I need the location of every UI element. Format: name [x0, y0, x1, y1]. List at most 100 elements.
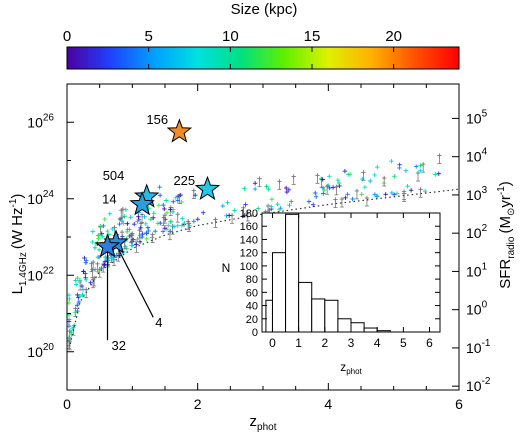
source-point	[137, 233, 143, 238]
source-point	[337, 183, 342, 189]
y2-tick-label: 10-1	[466, 338, 491, 356]
source-point	[96, 247, 102, 253]
histogram-bar	[363, 327, 378, 333]
source-point	[90, 239, 95, 245]
source-point	[81, 269, 86, 274]
source-label-14: 14	[102, 191, 116, 206]
source-point	[137, 239, 143, 245]
source-point	[92, 245, 98, 250]
source-point	[105, 228, 110, 234]
upper-limit-point	[381, 175, 387, 187]
upper-limit-point	[191, 188, 196, 200]
detection-limit-line	[69, 188, 460, 345]
source-point	[350, 196, 355, 202]
source-point	[144, 231, 150, 236]
source-point	[193, 192, 198, 198]
highlighted-sources: 156 504 14 225 4 32	[94, 112, 221, 353]
source-point	[168, 219, 174, 224]
source-point	[166, 223, 171, 228]
upper-limit-point	[161, 215, 166, 226]
upper-limit-point	[120, 207, 126, 218]
source-point	[76, 299, 82, 305]
source-point	[269, 197, 275, 202]
y-axis-label: L1.4GHz(W Hz-1)	[8, 194, 29, 295]
upper-limit-point	[67, 328, 72, 340]
source-point	[162, 206, 167, 212]
source-point	[123, 207, 129, 212]
source-point	[225, 200, 230, 205]
upper-limit-point	[139, 212, 145, 224]
source-point	[347, 172, 353, 177]
source-point	[336, 180, 342, 186]
source-point	[83, 260, 89, 265]
upper-limit-point	[128, 232, 134, 244]
source-point	[95, 254, 101, 260]
source-point	[389, 158, 394, 164]
source-point	[133, 242, 139, 247]
y2-tick-label: 104	[466, 147, 488, 165]
x-axis-ticks: 0 2 4 6	[63, 84, 463, 412]
source-point	[98, 223, 103, 229]
y2-tick-label: 103	[466, 185, 488, 203]
source-point	[330, 185, 336, 190]
source-point	[171, 199, 176, 204]
source-point	[75, 292, 80, 298]
source-point	[391, 192, 397, 197]
source-point	[162, 226, 168, 231]
upper-limit-point	[415, 170, 421, 182]
source-point	[125, 221, 130, 226]
source-point	[335, 177, 341, 183]
source-point	[146, 228, 151, 234]
source-point	[164, 210, 170, 215]
histogram-bar	[337, 318, 352, 333]
inset-y-tick-label: 100	[240, 261, 258, 273]
source-point	[275, 201, 280, 207]
source-point	[175, 223, 180, 228]
source-point	[405, 184, 410, 189]
source-point	[403, 168, 409, 173]
source-point	[102, 216, 107, 222]
inset-y-tick-label: 0	[252, 327, 258, 339]
source-point	[160, 229, 166, 234]
source-point	[220, 203, 225, 209]
source-point	[130, 237, 136, 242]
upper-limit-point	[361, 170, 366, 181]
source-point	[264, 184, 269, 189]
y2-tick-label: 101	[466, 261, 488, 279]
x-axis-label: zphot	[250, 413, 277, 433]
histogram-bar	[311, 298, 326, 333]
upper-limit-point	[150, 232, 155, 243]
upper-limit-point	[92, 275, 97, 287]
source-point	[72, 310, 78, 315]
upper-limit-point	[339, 196, 345, 208]
source-point	[284, 189, 290, 195]
source-point	[117, 221, 122, 227]
source-point	[80, 287, 86, 292]
y2-tick-label: 105	[466, 108, 488, 126]
inset-x-tick-label: 1	[295, 336, 302, 350]
source-point	[151, 215, 156, 221]
source-point	[157, 184, 162, 190]
source-point	[306, 199, 312, 204]
upper-limit-point	[277, 179, 282, 190]
source-point	[155, 221, 161, 226]
source-point	[83, 277, 89, 283]
source-point	[326, 183, 331, 188]
upper-limit-point	[354, 188, 360, 200]
upper-limit-point	[186, 221, 192, 232]
inset-y-tick-label: 80	[246, 274, 258, 286]
source-point	[345, 192, 350, 197]
source-point	[418, 163, 423, 168]
upper-limit-point	[334, 184, 339, 196]
upper-limit-point	[168, 205, 173, 216]
inset-x-tick-label: 3	[348, 336, 355, 350]
y-tick-label: 1022	[27, 265, 54, 283]
y-tick-label: 1024	[27, 189, 54, 207]
source-point	[143, 221, 148, 227]
source-point	[414, 164, 419, 169]
source-point	[142, 214, 147, 219]
histogram-bar	[271, 252, 287, 333]
source-point	[321, 187, 327, 193]
source-point	[243, 202, 248, 207]
